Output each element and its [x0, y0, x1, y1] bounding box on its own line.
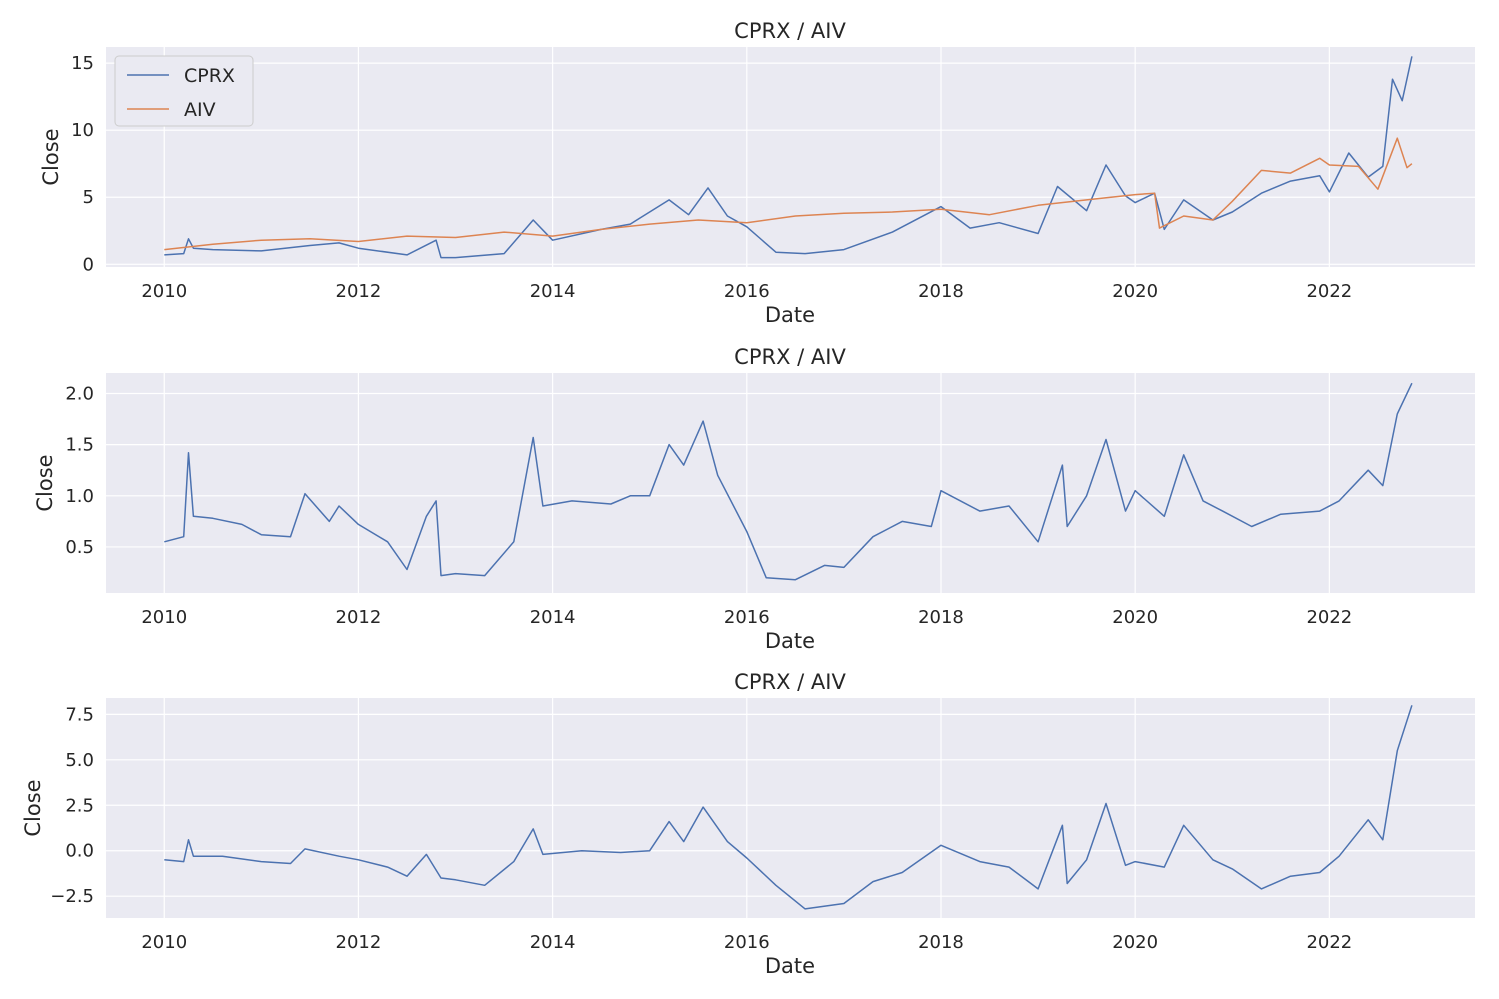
x-tick-label: 2014: [530, 607, 576, 628]
y-tick-label: 7.5: [65, 704, 94, 725]
x-tick-label: 2014: [530, 281, 576, 302]
x-tick-label: 2014: [530, 932, 576, 953]
y-tick-label: 2.5: [65, 795, 94, 816]
x-tick-label: 2010: [141, 281, 187, 302]
y-axis-label: Close: [33, 454, 57, 511]
y-tick-label: 0.5: [65, 537, 94, 558]
y-axis-label: Close: [21, 779, 45, 836]
chart-panel-3: 2010 2012 2014 2016 2018 2020 2022 −2.5 0.0 2.5 5.…: [21, 670, 1475, 978]
y-axis-label: Close: [39, 128, 63, 185]
y-tick-label: 0: [83, 254, 94, 275]
y-tick-label: 1.5: [65, 435, 94, 456]
x-axis-label: Date: [765, 303, 815, 327]
legend-entry: AIV: [184, 99, 216, 121]
x-tick-label: 2012: [336, 932, 382, 953]
series-line-aiv: [164, 137, 1413, 251]
x-tick-label: 2022: [1306, 932, 1352, 953]
x-tick-label: 2016: [724, 932, 770, 953]
legend: CPRX AIV: [114, 55, 254, 127]
gridlines: [106, 698, 1475, 918]
x-tick-label: 2016: [724, 607, 770, 628]
x-tick-label: 2012: [336, 607, 382, 628]
chart-title: CPRX / AIV: [734, 670, 846, 694]
y-tick-label: −2.5: [50, 886, 94, 907]
x-tick-label: 2018: [918, 607, 964, 628]
x-tick-label: 2020: [1112, 932, 1158, 953]
x-axis-label: Date: [765, 629, 815, 653]
x-tick-label: 2018: [918, 932, 964, 953]
series-line-1: [164, 705, 1413, 910]
chart-title: CPRX / AIV: [734, 19, 846, 43]
x-tick-label: 2020: [1112, 607, 1158, 628]
x-tick-label: 2012: [336, 281, 382, 302]
y-tick-label: 5: [83, 187, 94, 208]
x-tick-label: 2010: [141, 607, 187, 628]
y-tick-label: 15: [71, 53, 94, 74]
x-tick-label: 2018: [918, 281, 964, 302]
chart-panel-1: 2010 2012 2014 2016 2018 2020 2022 0 5 10 15 CPRX /…: [39, 19, 1475, 327]
y-tick-label: 10: [71, 120, 94, 141]
x-tick-label: 2010: [141, 932, 187, 953]
plot-area: [106, 373, 1475, 593]
y-tick-label: 1.0: [65, 486, 94, 507]
x-tick-label: 2022: [1306, 281, 1352, 302]
x-tick-label: 2022: [1306, 607, 1352, 628]
x-tick-label: 2020: [1112, 281, 1158, 302]
y-tick-label: 0.0: [65, 841, 94, 862]
plot-area: [106, 698, 1475, 918]
series-line-1: [164, 382, 1413, 581]
legend-entry: CPRX: [184, 65, 235, 87]
x-axis-label: Date: [765, 954, 815, 978]
gridlines: [106, 47, 1475, 267]
gridlines: [106, 373, 1475, 593]
chart-title: CPRX / AIV: [734, 345, 846, 369]
chart-panel-2: 2010 2012 2014 2016 2018 2020 2022 0.5 1.0 1.5 2.0…: [33, 345, 1475, 653]
series-line-cprx: [164, 56, 1413, 259]
y-tick-label: 5.0: [65, 750, 94, 771]
x-tick-label: 2016: [724, 281, 770, 302]
plot-area: [106, 47, 1475, 267]
y-tick-label: 2.0: [65, 383, 94, 404]
